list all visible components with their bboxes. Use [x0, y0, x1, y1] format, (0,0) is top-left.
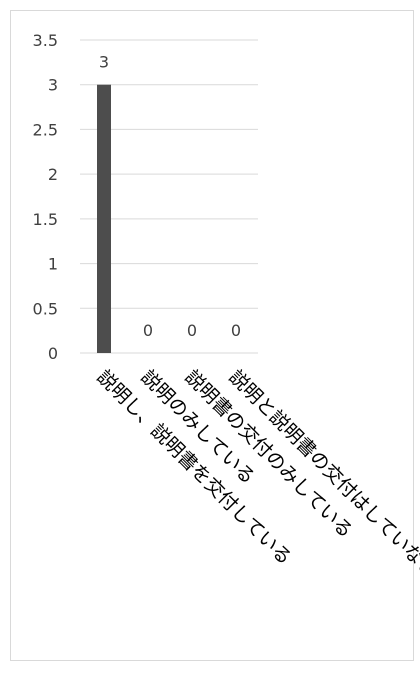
- data-label-1: 3: [99, 53, 109, 72]
- data-label-4: 0: [231, 321, 241, 340]
- y-tick-label: 2: [48, 165, 58, 184]
- chart-frame: [10, 10, 414, 661]
- y-tick-label: 0: [48, 344, 58, 363]
- y-tick-label: 2.5: [33, 120, 58, 139]
- data-labels: 3 0 0 0: [99, 53, 241, 340]
- category-label-3: 説明書の交付のみしている: [180, 366, 356, 542]
- bar-1: [97, 84, 111, 353]
- data-label-2: 0: [143, 321, 153, 340]
- y-tick-label: 1.5: [33, 210, 58, 229]
- data-label-3: 0: [187, 321, 197, 340]
- y-tick-label: 1: [48, 255, 58, 274]
- category-labels: 説明し、説明書を交付している説明のみしている説明書の交付のみしている説明と説明書…: [92, 366, 420, 583]
- bars: [97, 84, 111, 353]
- y-tick-label: 0.5: [33, 299, 58, 318]
- y-tick-label: 3: [48, 76, 58, 95]
- y-tick-label: 3.5: [33, 31, 58, 50]
- y-axis-tick-labels: 0 0.5 1 1.5 2 2.5 3 3.5: [33, 31, 58, 363]
